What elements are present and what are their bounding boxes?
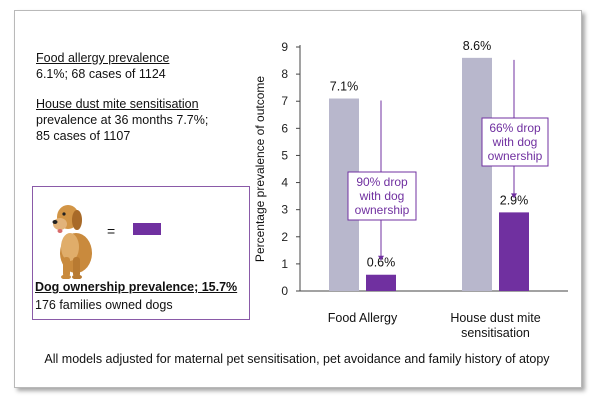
annotation-box	[481, 117, 549, 167]
y-tick-label: 6	[281, 121, 288, 135]
y-tick-label: 5	[281, 148, 288, 162]
y-tick-label: 4	[281, 176, 288, 190]
bar	[366, 274, 396, 291]
bar-value-label: 2.9%	[500, 193, 529, 207]
footnote: All models adjusted for maternal pet sen…	[44, 352, 550, 366]
annotation-text: ownership	[488, 149, 543, 163]
y-tick-label: 1	[281, 257, 288, 271]
dog-color-swatch	[133, 223, 161, 235]
annotation-text: 90% drop	[356, 175, 408, 189]
annotation-box	[347, 171, 417, 221]
category-label: Food Allergy	[328, 311, 398, 325]
hdm-line2: 85 cases of 1107	[36, 129, 131, 143]
annotation-text: ownership	[355, 203, 410, 217]
dog-ownership-title: Dog ownership prevalence; 15.7%	[35, 280, 238, 294]
y-axis-label: Percentage prevalence of outcome	[253, 76, 267, 262]
category-label: sensitisation	[461, 326, 530, 340]
y-tick-label: 7	[281, 94, 288, 108]
annotation-arrowhead	[378, 255, 384, 261]
bar-value-label: 0.6%	[367, 256, 396, 270]
bar	[499, 212, 529, 291]
dog-icon	[52, 205, 92, 279]
annotation-text: with dog	[492, 135, 538, 149]
hdm-line1: prevalence at 36 months 7.7%;	[36, 113, 209, 127]
dog-ownership-box: = Dog ownership prevalence; 15.7% 176 fa…	[32, 186, 250, 320]
annotation-arrowhead	[511, 193, 517, 199]
y-tick-label: 0	[281, 284, 288, 298]
bar-value-label: 8.6%	[463, 39, 492, 53]
bar-value-label: 7.1%	[330, 80, 359, 94]
y-tick-label: 3	[281, 203, 288, 217]
food-allergy-value: 6.1%; 68 cases of 1124	[36, 67, 166, 81]
annotation-text: 66% drop	[489, 121, 541, 135]
dog-ownership-sub: 176 families owned dogs	[35, 298, 173, 312]
food-allergy-title: Food allergy prevalence	[36, 51, 170, 65]
annotation-text: with dog	[359, 189, 405, 203]
y-tick-label: 9	[281, 40, 288, 54]
y-tick-label: 2	[281, 230, 288, 244]
bar	[462, 57, 492, 291]
hdm-title: House dust mite sensitisation	[36, 97, 199, 111]
y-tick-label: 8	[281, 67, 288, 81]
category-label: House dust mite	[450, 311, 540, 325]
equals-sign: =	[107, 223, 116, 239]
